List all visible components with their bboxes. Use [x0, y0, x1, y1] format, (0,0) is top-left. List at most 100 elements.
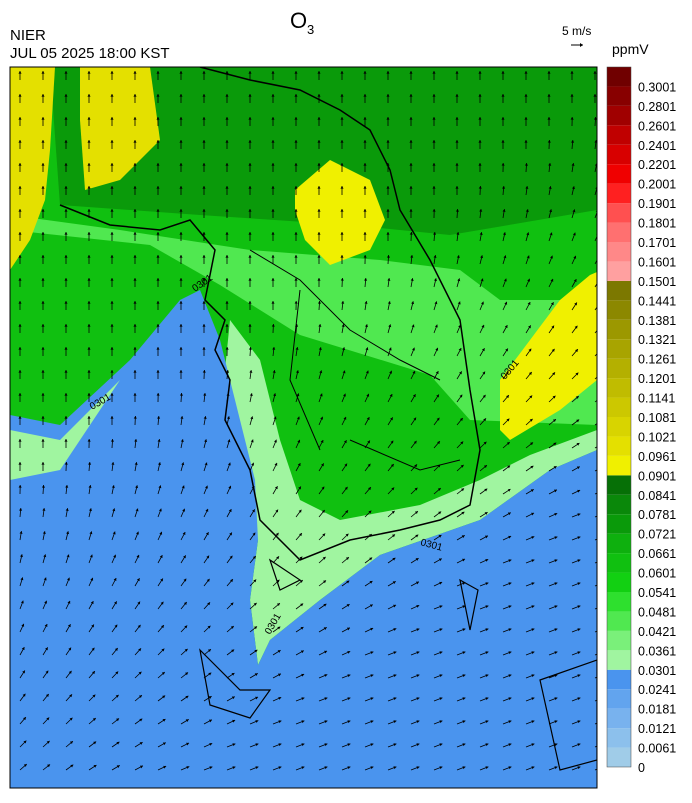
colorbar-unit: ppmV — [612, 41, 649, 57]
colorbar-label: 0.1021 — [638, 430, 676, 444]
colorbar-label: 0.2201 — [638, 158, 676, 172]
colorbar-segment — [607, 456, 631, 475]
colorbar-label: 0.0721 — [638, 528, 676, 542]
colorbar-label: 0.1201 — [638, 372, 676, 386]
colorbar-segment — [607, 553, 631, 572]
colorbar-segment — [607, 125, 631, 144]
colorbar-label: 0.1441 — [638, 294, 676, 308]
wind-arrowhead — [600, 651, 603, 654]
wind-arrowhead — [600, 559, 603, 562]
wind-arrowhead — [598, 326, 601, 329]
colorbar-label: 0.1501 — [638, 275, 676, 289]
colorbar-label: 0.1901 — [638, 197, 676, 211]
colorbar-label: 0.1141 — [638, 392, 675, 406]
colorbar-label: 0.1601 — [638, 255, 676, 269]
colorbar-segment — [607, 359, 631, 378]
colorbar-segment — [607, 261, 631, 280]
wind-arrowhead — [597, 303, 600, 306]
agency: NIER — [10, 27, 46, 44]
colorbar-segment — [607, 281, 631, 300]
colorbar-segment — [607, 670, 631, 689]
colorbar-label: 0.1801 — [638, 217, 676, 231]
colorbar-segment — [607, 592, 631, 611]
colorbar-segment — [607, 728, 631, 747]
colorbar-segment — [607, 748, 631, 767]
colorbar-label: 0.2401 — [638, 139, 676, 153]
title: O — [290, 8, 307, 33]
wind-arrowhead — [600, 628, 603, 631]
colorbar-label: 0.3001 — [638, 80, 676, 94]
colorbar-segment — [607, 650, 631, 669]
colorbar-label: 0.2001 — [638, 178, 676, 192]
wind-arrowhead — [599, 373, 602, 376]
colorbar-label: 0.0181 — [638, 703, 676, 717]
colorbar-label: 0.1701 — [638, 236, 676, 250]
colorbar-segment — [607, 242, 631, 261]
wind-arrowhead — [600, 743, 603, 746]
wind-arrowhead — [600, 605, 603, 608]
colorbar-segment — [607, 339, 631, 358]
colorbar-label: 0.0841 — [638, 489, 676, 503]
colorbar-segment — [607, 689, 631, 708]
wind-arrowhead — [600, 513, 603, 516]
colorbar-label: 0.0541 — [638, 586, 676, 600]
colorbar-segment — [607, 417, 631, 436]
colorbar-segment — [607, 203, 631, 222]
colorbar-label: 0 — [638, 761, 645, 775]
colorbar-label: 0.0661 — [638, 547, 676, 561]
colorbar-label: 0.0421 — [638, 625, 676, 639]
colorbar-label: 0.0481 — [638, 605, 676, 619]
colorbar-segment — [607, 86, 631, 105]
colorbar-segment — [607, 514, 631, 533]
wind-arrowhead — [599, 420, 602, 423]
wind-arrowhead — [600, 443, 603, 446]
wind-arrowhead — [600, 697, 603, 700]
colorbar-segment — [607, 223, 631, 242]
wind-arrowhead — [600, 582, 603, 585]
datetime: JUL 05 2025 18:00 KST — [10, 45, 170, 62]
colorbar-label: 0.1321 — [638, 333, 676, 347]
colorbar-label: 0.1381 — [638, 314, 676, 328]
colorbar-segment — [607, 475, 631, 494]
colorbar-label: 0.0901 — [638, 469, 676, 483]
colorbar-segment — [607, 611, 631, 630]
colorbar-segment — [607, 67, 631, 86]
wind-scale-arrowhead — [580, 43, 583, 47]
colorbar-label: 0.0361 — [638, 644, 676, 658]
colorbar-segment — [607, 106, 631, 125]
colorbar-label: 0.0061 — [638, 742, 676, 756]
colorbar-label: 0.1261 — [638, 353, 676, 367]
colorbar-label: 0.0241 — [638, 683, 676, 697]
colorbar-label: 0.0781 — [638, 508, 676, 522]
colorbar-segment — [607, 495, 631, 514]
colorbar-label: 0.0961 — [638, 450, 676, 464]
wind-scale: 5 m/s — [562, 24, 591, 38]
colorbar-segment — [607, 631, 631, 650]
colorbar-segment — [607, 164, 631, 183]
wind-arrowhead — [598, 349, 601, 352]
colorbar-label: 0.2601 — [638, 119, 676, 133]
colorbar-segment — [607, 398, 631, 417]
colorbar-segment — [607, 709, 631, 728]
colorbar-segment — [607, 145, 631, 164]
wind-arrowhead — [600, 536, 603, 539]
wind-arrowhead — [600, 674, 603, 677]
colorbar-label: 0.1081 — [638, 411, 676, 425]
colorbar-segment — [607, 378, 631, 397]
colorbar-label: 0.0121 — [638, 722, 676, 736]
wind-arrowhead — [599, 396, 602, 399]
colorbar-label: 0.0601 — [638, 567, 676, 581]
colorbar-segment — [607, 436, 631, 455]
wind-arrowhead — [600, 766, 603, 769]
colorbar-segment — [607, 573, 631, 592]
title-subscript: 3 — [307, 22, 314, 37]
wind-arrowhead — [600, 720, 603, 723]
colorbar-segment — [607, 184, 631, 203]
wind-arrowhead — [600, 490, 603, 493]
colorbar-label: 0.0301 — [638, 664, 676, 678]
colorbar-segment — [607, 320, 631, 339]
colorbar-segment — [607, 534, 631, 553]
colorbar-segment — [607, 300, 631, 319]
